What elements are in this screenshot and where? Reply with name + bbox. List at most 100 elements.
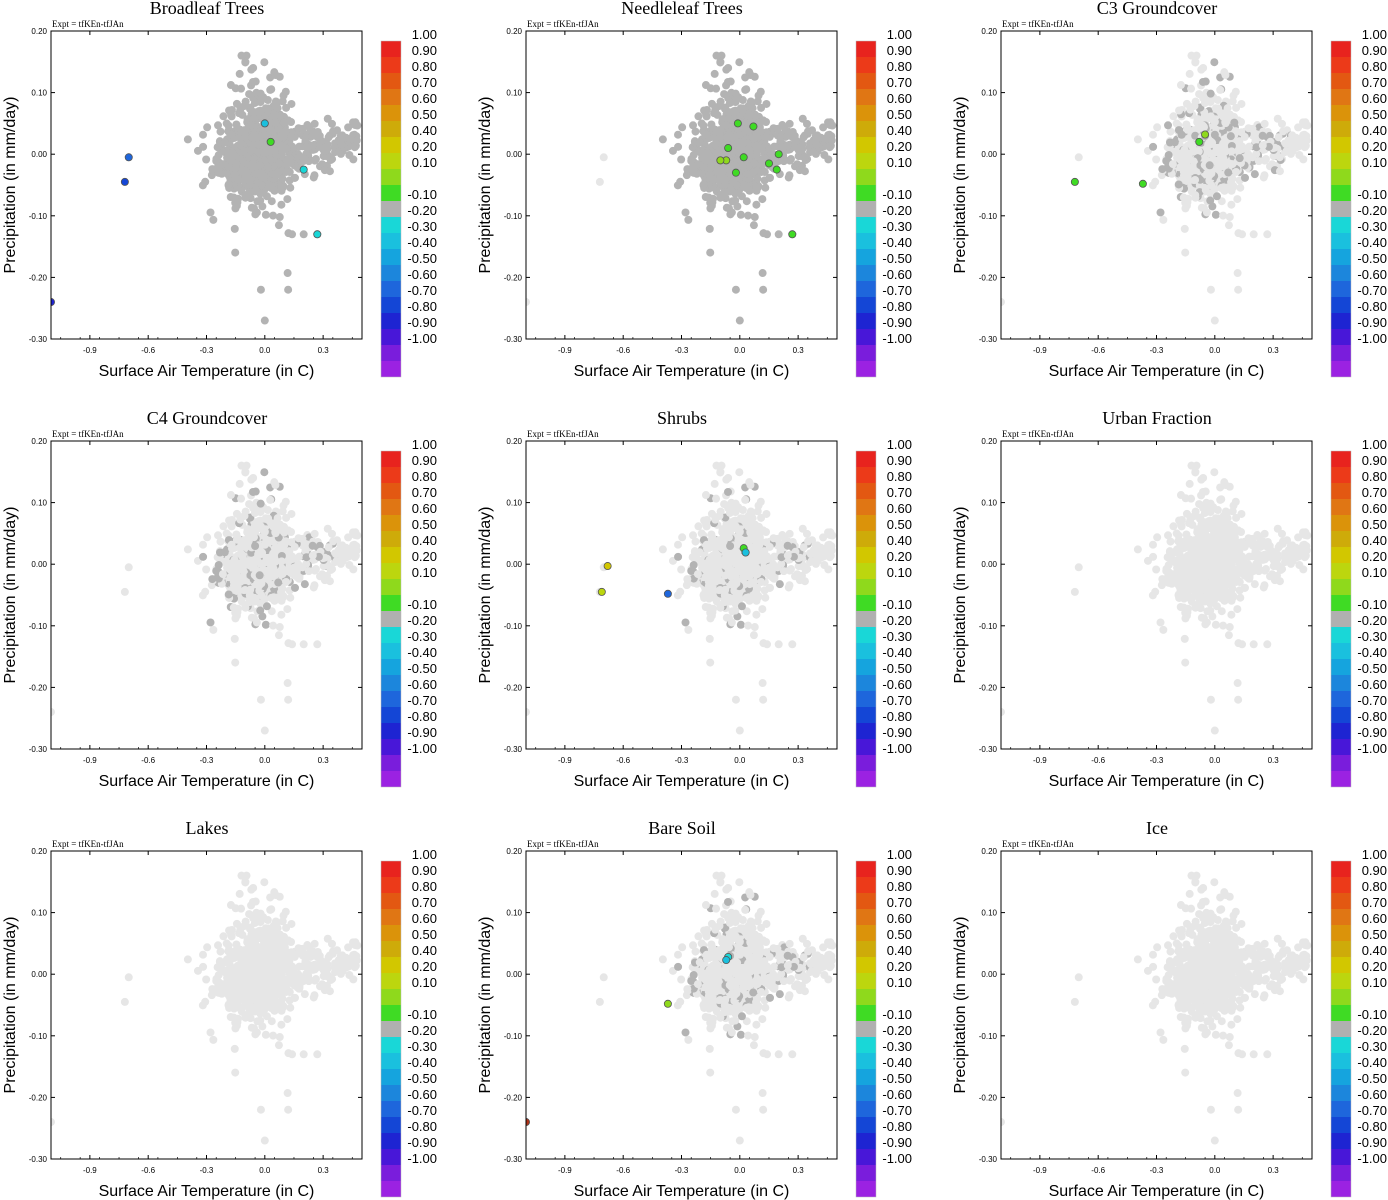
data-point xyxy=(219,522,228,531)
colorbar-swatch xyxy=(856,297,876,313)
data-point xyxy=(1210,117,1219,126)
data-point xyxy=(751,542,760,551)
data-point xyxy=(301,547,310,556)
y-tick-label: 0.20 xyxy=(981,27,997,36)
colorbar-label: -0.60 xyxy=(407,267,437,282)
data-point xyxy=(324,543,333,552)
highlight-point xyxy=(313,230,322,239)
data-point xyxy=(802,119,811,128)
data-point xyxy=(1275,153,1284,162)
data-point xyxy=(1264,142,1273,151)
data-point xyxy=(785,529,794,538)
scatter-points xyxy=(526,51,837,325)
colorbar-label: -0.40 xyxy=(1357,235,1387,250)
data-point xyxy=(773,563,782,572)
data-point xyxy=(295,142,304,151)
data-point xyxy=(325,563,334,572)
data-point xyxy=(352,546,361,555)
data-point xyxy=(327,119,336,128)
x-tick-label: -0.9 xyxy=(1033,346,1047,355)
data-point xyxy=(825,530,834,539)
colorbar-label: 0.10 xyxy=(1362,155,1387,170)
highlight-point xyxy=(749,122,758,131)
data-point xyxy=(285,564,294,573)
data-point xyxy=(1158,165,1167,174)
highlight-point xyxy=(1195,137,1204,146)
data-point xyxy=(219,112,228,121)
data-point xyxy=(1206,196,1215,205)
data-point xyxy=(800,563,809,572)
data-point xyxy=(310,119,319,128)
data-point xyxy=(202,155,211,164)
colorbar-swatch xyxy=(381,723,401,739)
data-point xyxy=(1166,127,1175,136)
data-point xyxy=(799,133,808,142)
data-point xyxy=(1181,248,1190,257)
colorbar-swatch xyxy=(1331,169,1351,185)
data-point xyxy=(274,578,283,587)
data-point xyxy=(327,529,336,538)
data-point xyxy=(711,549,720,558)
data-point xyxy=(702,156,711,165)
data-point xyxy=(684,215,693,224)
data-point xyxy=(248,77,257,86)
data-point xyxy=(276,521,285,530)
data-point xyxy=(314,552,323,561)
data-point xyxy=(683,165,692,174)
data-point xyxy=(674,142,683,151)
data-point xyxy=(237,84,246,93)
data-point xyxy=(752,186,761,195)
highlight-point xyxy=(124,153,133,162)
y-tick-label: 0.20 xyxy=(506,27,522,36)
data-point xyxy=(804,537,813,546)
data-point xyxy=(260,527,269,536)
x-axis-label: Surface Air Temperature (in C) xyxy=(1049,363,1265,380)
data-point xyxy=(713,165,722,174)
colorbar-label: 0.40 xyxy=(412,533,437,548)
data-point xyxy=(1219,211,1228,220)
data-point xyxy=(1204,140,1213,149)
data-point xyxy=(708,198,717,207)
x-tick-label: -0.3 xyxy=(1150,346,1164,355)
colorbar-swatch xyxy=(856,361,876,377)
data-point xyxy=(1263,230,1272,239)
data-point xyxy=(301,137,310,146)
data-point xyxy=(697,119,706,128)
colorbar-swatch xyxy=(381,627,401,643)
data-point xyxy=(691,127,700,136)
data-point xyxy=(235,479,244,488)
data-point xyxy=(220,138,229,147)
data-point xyxy=(263,96,272,105)
data-point xyxy=(1302,136,1311,145)
data-point xyxy=(727,208,736,217)
colorbar-frame xyxy=(380,450,402,788)
data-point xyxy=(274,168,283,177)
data-point xyxy=(676,177,685,186)
data-point xyxy=(282,167,291,176)
data-point xyxy=(325,577,334,586)
data-point xyxy=(738,506,747,515)
y-tick-label: 0.10 xyxy=(31,89,47,98)
data-point xyxy=(267,593,276,602)
data-point xyxy=(700,516,709,525)
data-point xyxy=(1250,170,1259,179)
data-point xyxy=(1172,119,1181,128)
data-point xyxy=(201,177,210,186)
data-point xyxy=(749,631,758,640)
colorbar-swatch xyxy=(381,233,401,249)
data-point xyxy=(702,130,711,139)
data-point xyxy=(206,618,215,627)
data-point xyxy=(1182,99,1191,108)
data-point xyxy=(1211,210,1220,219)
data-point xyxy=(730,161,739,170)
data-point xyxy=(1279,127,1288,136)
data-point xyxy=(699,590,708,599)
data-point xyxy=(744,211,753,220)
data-point xyxy=(1193,115,1202,124)
data-point xyxy=(1152,155,1161,164)
data-point xyxy=(320,143,329,152)
highlight-point xyxy=(603,562,612,571)
data-point xyxy=(744,145,753,154)
colorbar-label: -0.20 xyxy=(407,613,437,628)
data-point xyxy=(824,155,833,164)
